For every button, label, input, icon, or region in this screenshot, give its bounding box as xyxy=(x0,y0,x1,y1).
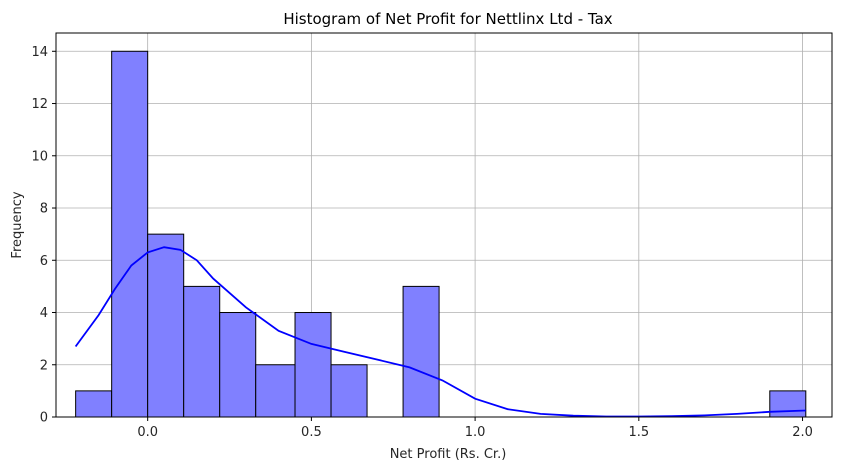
y-axis-label: Frequency xyxy=(10,191,25,258)
y-tick-label: 8 xyxy=(40,202,48,217)
histogram-bar xyxy=(75,390,113,418)
histogram-bar xyxy=(219,312,257,418)
histogram-bar xyxy=(147,233,185,418)
x-axis-ticks: 0.0 0.5 1.0 1.5 2.0 xyxy=(137,417,813,440)
x-tick-label: 1.5 xyxy=(628,425,649,440)
histogram-bar xyxy=(111,50,149,418)
y-tick-label: 4 xyxy=(40,306,48,321)
histogram-bar xyxy=(330,364,368,418)
x-tick-label: 2.0 xyxy=(792,425,813,440)
y-tick-label: 2 xyxy=(40,358,48,373)
x-tick-label: 0.0 xyxy=(137,425,158,440)
y-tick-label: 14 xyxy=(31,45,48,60)
histogram-bar xyxy=(769,390,807,418)
histogram-bar xyxy=(183,285,221,418)
histogram-bars xyxy=(75,50,807,418)
y-tick-label: 10 xyxy=(31,149,48,164)
x-tick-label: 1.0 xyxy=(465,425,486,440)
histogram-bar xyxy=(294,312,332,418)
y-tick-label: 12 xyxy=(31,97,48,112)
histogram-bar xyxy=(255,364,296,418)
histogram-bar xyxy=(402,285,440,418)
chart-title: Histogram of Net Profit for Nettlinx Ltd… xyxy=(283,10,612,28)
plot-frame xyxy=(55,32,833,418)
kde-curve xyxy=(74,246,806,418)
x-tick-label: 0.5 xyxy=(301,425,322,440)
x-axis-label: Net Profit (Rs. Cr.) xyxy=(390,447,507,462)
y-axis-ticks: 0 2 4 6 8 10 12 14 xyxy=(31,45,56,426)
y-tick-label: 6 xyxy=(40,254,48,269)
y-tick-label: 0 xyxy=(40,411,48,426)
